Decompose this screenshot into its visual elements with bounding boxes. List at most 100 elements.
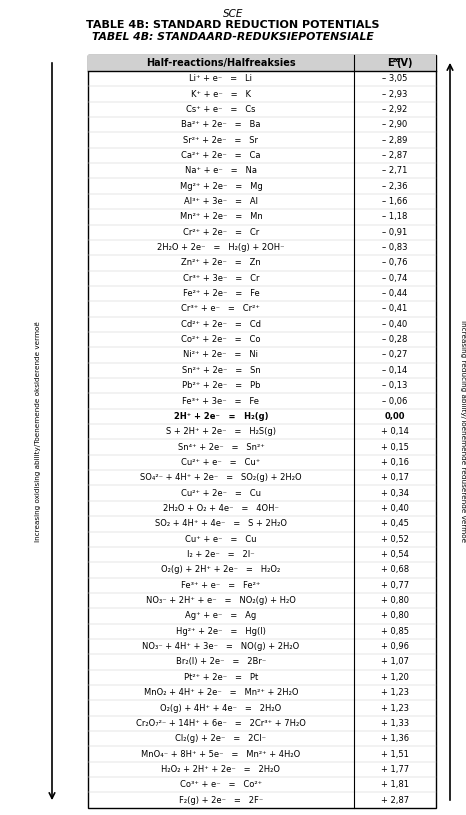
Text: + 0,15: + 0,15 <box>381 443 409 452</box>
Text: 2H⁺ + 2e⁻   =   H₂(g): 2H⁺ + 2e⁻ = H₂(g) <box>174 412 268 421</box>
Text: – 2,89: – 2,89 <box>382 135 408 144</box>
Text: – 0,28: – 0,28 <box>382 335 408 344</box>
Text: – 0,27: – 0,27 <box>382 350 408 359</box>
Text: + 1,51: + 1,51 <box>381 750 409 759</box>
Text: + 1,33: + 1,33 <box>381 719 409 728</box>
Text: – 0,83: – 0,83 <box>382 243 408 252</box>
Text: Cd²⁺ + 2e⁻   =   Cd: Cd²⁺ + 2e⁻ = Cd <box>181 319 261 328</box>
Text: (V): (V) <box>396 58 412 68</box>
Text: – 2,92: – 2,92 <box>382 105 408 114</box>
Text: Cs⁺ + e⁻   =   Cs: Cs⁺ + e⁻ = Cs <box>186 105 256 114</box>
Text: H₂O₂ + 2H⁺ + 2e⁻   =   2H₂O: H₂O₂ + 2H⁺ + 2e⁻ = 2H₂O <box>161 765 281 774</box>
Text: Fe³⁺ + 3e⁻   =   Fe: Fe³⁺ + 3e⁻ = Fe <box>182 397 260 406</box>
Text: – 0,06: – 0,06 <box>382 397 408 406</box>
Text: Ca²⁺ + 2e⁻   =   Ca: Ca²⁺ + 2e⁻ = Ca <box>181 151 260 160</box>
Text: – 0,41: – 0,41 <box>382 305 408 314</box>
Text: + 0,34: + 0,34 <box>381 489 409 498</box>
Text: – 2,36: – 2,36 <box>382 182 408 191</box>
Text: – 2,93: – 2,93 <box>382 90 408 99</box>
Text: + 0,80: + 0,80 <box>381 611 409 620</box>
Text: – 0,74: – 0,74 <box>382 274 408 283</box>
Text: O₂(g) + 2H⁺ + 2e⁻   =   H₂O₂: O₂(g) + 2H⁺ + 2e⁻ = H₂O₂ <box>161 566 281 575</box>
Text: + 1,23: + 1,23 <box>381 703 409 712</box>
Text: 2H₂O + O₂ + 4e⁻   =   4OH⁻: 2H₂O + O₂ + 4e⁻ = 4OH⁻ <box>163 504 279 513</box>
Text: Li⁺ + e⁻   =   Li: Li⁺ + e⁻ = Li <box>190 74 253 83</box>
Text: TABLE 4B: STANDARD REDUCTION POTENTIALS: TABLE 4B: STANDARD REDUCTION POTENTIALS <box>86 20 380 30</box>
Text: – 0,76: – 0,76 <box>382 258 408 267</box>
Text: Zn²⁺ + 2e⁻   =   Zn: Zn²⁺ + 2e⁻ = Zn <box>181 258 261 267</box>
Text: – 0,14: – 0,14 <box>382 366 408 375</box>
Text: Sn⁴⁺ + 2e⁻   =   Sn²⁺: Sn⁴⁺ + 2e⁻ = Sn²⁺ <box>178 443 264 452</box>
Text: Cu⁺ + e⁻   =   Cu: Cu⁺ + e⁻ = Cu <box>185 535 257 544</box>
Text: + 2,87: + 2,87 <box>381 795 409 804</box>
Text: + 1,77: + 1,77 <box>381 765 409 774</box>
Text: + 0,85: + 0,85 <box>381 627 409 636</box>
Text: SCE: SCE <box>223 9 243 19</box>
Text: NO₃⁻ + 2H⁺ + e⁻   =   NO₂(g) + H₂O: NO₃⁻ + 2H⁺ + e⁻ = NO₂(g) + H₂O <box>146 596 296 605</box>
Text: NO₃⁻ + 4H⁺ + 3e⁻   =   NO(g) + 2H₂O: NO₃⁻ + 4H⁺ + 3e⁻ = NO(g) + 2H₂O <box>142 642 300 651</box>
Text: Fe²⁺ + 2e⁻   =   Fe: Fe²⁺ + 2e⁻ = Fe <box>183 289 259 298</box>
Text: Na⁺ + e⁻   =   Na: Na⁺ + e⁻ = Na <box>185 166 257 175</box>
Text: + 0,17: + 0,17 <box>381 474 409 482</box>
Text: Pb²⁺ + 2e⁻   =   Pb: Pb²⁺ + 2e⁻ = Pb <box>182 381 260 390</box>
Text: Ba²⁺ + 2e⁻   =   Ba: Ba²⁺ + 2e⁻ = Ba <box>181 121 260 130</box>
Text: – 2,90: – 2,90 <box>382 121 408 130</box>
Text: – 2,87: – 2,87 <box>382 151 408 160</box>
Text: TABEL 4B: STANDAARD-REDUKSIEPOTENSIALE: TABEL 4B: STANDAARD-REDUKSIEPOTENSIALE <box>92 32 374 42</box>
Text: Cl₂(g) + 2e⁻   =   2Cl⁻: Cl₂(g) + 2e⁻ = 2Cl⁻ <box>175 734 267 743</box>
Text: O₂(g) + 4H⁺ + 4e⁻   =   2H₂O: O₂(g) + 4H⁺ + 4e⁻ = 2H₂O <box>160 703 281 712</box>
Text: Sr²⁺ + 2e⁻   =   Sr: Sr²⁺ + 2e⁻ = Sr <box>184 135 259 144</box>
Text: + 1,20: + 1,20 <box>381 673 409 682</box>
Text: SO₄²⁻ + 4H⁺ + 2e⁻   =   SO₂(g) + 2H₂O: SO₄²⁻ + 4H⁺ + 2e⁻ = SO₂(g) + 2H₂O <box>140 474 302 482</box>
Text: – 0,91: – 0,91 <box>382 227 408 236</box>
Text: + 0,77: + 0,77 <box>381 581 409 590</box>
Text: Mg²⁺ + 2e⁻   =   Mg: Mg²⁺ + 2e⁻ = Mg <box>179 182 262 191</box>
Text: – 3,05: – 3,05 <box>382 74 408 83</box>
Text: Cr₂O₇²⁻ + 14H⁺ + 6e⁻   =   2Cr³⁺ + 7H₂O: Cr₂O₇²⁻ + 14H⁺ + 6e⁻ = 2Cr³⁺ + 7H₂O <box>136 719 306 728</box>
Text: + 0,52: + 0,52 <box>381 535 409 544</box>
Text: Co³⁺ + e⁻   =   Co²⁺: Co³⁺ + e⁻ = Co²⁺ <box>180 780 262 789</box>
Text: K⁺ + e⁻   =   K: K⁺ + e⁻ = K <box>191 90 251 99</box>
Text: Cu²⁺ + 2e⁻   =   Cu: Cu²⁺ + 2e⁻ = Cu <box>181 489 261 498</box>
Text: Ag⁺ + e⁻   =   Ag: Ag⁺ + e⁻ = Ag <box>185 611 257 620</box>
Text: Cr³⁺ + 3e⁻   =   Cr: Cr³⁺ + 3e⁻ = Cr <box>183 274 259 283</box>
Text: Fe³⁺ + e⁻   =   Fe²⁺: Fe³⁺ + e⁻ = Fe²⁺ <box>181 581 260 590</box>
Text: – 0,44: – 0,44 <box>382 289 408 298</box>
Text: – 2,71: – 2,71 <box>382 166 408 175</box>
Text: Co²⁺ + 2e⁻   =   Co: Co²⁺ + 2e⁻ = Co <box>181 335 260 344</box>
Text: F₂(g) + 2e⁻   =   2F⁻: F₂(g) + 2e⁻ = 2F⁻ <box>179 795 263 804</box>
Text: + 1,07: + 1,07 <box>381 658 409 667</box>
Text: SO₂ + 4H⁺ + 4e⁻   =   S + 2H₂O: SO₂ + 4H⁺ + 4e⁻ = S + 2H₂O <box>155 519 287 528</box>
Text: + 1,23: + 1,23 <box>381 688 409 697</box>
Text: + 0,54: + 0,54 <box>381 550 409 559</box>
Text: Ni²⁺ + 2e⁻   =   Ni: Ni²⁺ + 2e⁻ = Ni <box>184 350 259 359</box>
Text: Increasing reducing ability/Toenemende reduserende vermoë: Increasing reducing ability/Toenemende r… <box>460 320 466 543</box>
Text: æ: æ <box>392 57 400 63</box>
Text: + 1,36: + 1,36 <box>381 734 409 743</box>
Text: – 0,13: – 0,13 <box>382 381 408 390</box>
Bar <box>88 55 436 71</box>
Bar <box>88 55 436 808</box>
Text: Increasing oxidising ability/Toenemende oksiderende vermoë: Increasing oxidising ability/Toenemende … <box>35 321 41 542</box>
Text: + 0,16: + 0,16 <box>381 458 409 467</box>
Text: Cu²⁺ + e⁻   =   Cu⁺: Cu²⁺ + e⁻ = Cu⁺ <box>181 458 260 467</box>
Text: + 1,81: + 1,81 <box>381 780 409 789</box>
Text: Br₂(l) + 2e⁻   =   2Br⁻: Br₂(l) + 2e⁻ = 2Br⁻ <box>176 658 266 667</box>
Text: Sn²⁺ + 2e⁻   =   Sn: Sn²⁺ + 2e⁻ = Sn <box>182 366 260 375</box>
Text: + 0,96: + 0,96 <box>381 642 409 651</box>
Text: + 0,68: + 0,68 <box>381 566 409 575</box>
Text: Cr²⁺ + 2e⁻   =   Cr: Cr²⁺ + 2e⁻ = Cr <box>183 227 259 236</box>
Text: 2H₂O + 2e⁻   =   H₂(g) + 2OH⁻: 2H₂O + 2e⁻ = H₂(g) + 2OH⁻ <box>157 243 285 252</box>
Text: MnO₂ + 4H⁺ + 2e⁻   =   Mn²⁺ + 2H₂O: MnO₂ + 4H⁺ + 2e⁻ = Mn²⁺ + 2H₂O <box>144 688 298 697</box>
Text: – 0,40: – 0,40 <box>382 319 408 328</box>
Text: E: E <box>387 58 394 68</box>
Text: + 0,14: + 0,14 <box>381 427 409 436</box>
Text: – 1,18: – 1,18 <box>382 213 408 222</box>
Text: S + 2H⁺ + 2e⁻   =   H₂S(g): S + 2H⁺ + 2e⁻ = H₂S(g) <box>166 427 276 436</box>
Text: Pt²⁺ + 2e⁻   =   Pt: Pt²⁺ + 2e⁻ = Pt <box>184 673 258 682</box>
Text: + 0,80: + 0,80 <box>381 596 409 605</box>
Text: – 1,66: – 1,66 <box>382 197 408 206</box>
Text: + 0,45: + 0,45 <box>381 519 409 528</box>
Text: MnO₄⁻ + 8H⁺ + 5e⁻   =   Mn²⁺ + 4H₂O: MnO₄⁻ + 8H⁺ + 5e⁻ = Mn²⁺ + 4H₂O <box>141 750 301 759</box>
Text: Cr³⁺ + e⁻   =   Cr²⁺: Cr³⁺ + e⁻ = Cr²⁺ <box>181 305 260 314</box>
